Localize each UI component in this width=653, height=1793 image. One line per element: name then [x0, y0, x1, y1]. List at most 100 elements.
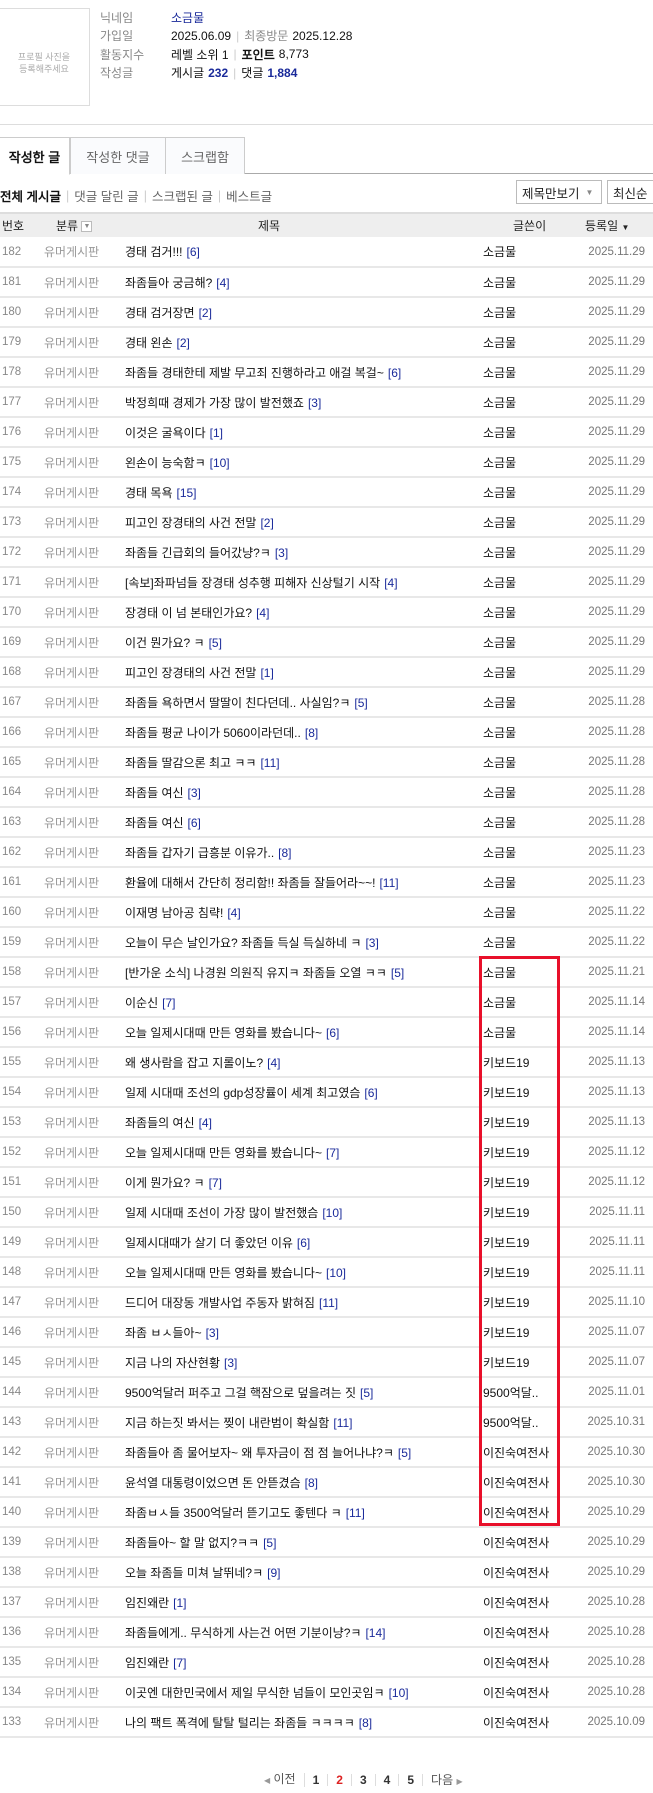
comment-count-link[interactable]: [1]: [173, 1595, 187, 1610]
comment-count-link[interactable]: [10]: [209, 455, 230, 470]
sort-select[interactable]: 최신순: [607, 180, 653, 204]
post-title-link[interactable]: 좌좀ㅂㅅ들 3500억달러 뜯기고도 좋텐다 ㅋ: [125, 1505, 342, 1520]
post-writer[interactable]: 소금물: [483, 395, 517, 410]
comment-count-link[interactable]: [5]: [354, 695, 368, 710]
post-writer[interactable]: 이진숙여전사: [483, 1655, 550, 1670]
comment-count-link[interactable]: [5]: [390, 965, 405, 980]
comment-count-link[interactable]: [4]: [384, 575, 398, 590]
post-category[interactable]: 유머게시판: [44, 1685, 100, 1700]
post-title-link[interactable]: 일제시대때가 살기 더 좋았던 이유: [125, 1235, 293, 1250]
post-category[interactable]: 유머게시판: [44, 485, 100, 500]
filter-scrapped[interactable]: 스크랩된 글: [151, 190, 213, 204]
post-title-link[interactable]: 이순신: [125, 995, 159, 1010]
post-writer[interactable]: 이진숙여전사: [483, 1685, 550, 1700]
tab-scraps[interactable]: 스크랩함: [166, 137, 245, 174]
comment-count-link[interactable]: [2]: [260, 515, 274, 530]
filter-commented[interactable]: 댓글 달린 글: [74, 190, 139, 204]
post-writer[interactable]: 9500억달..: [483, 1415, 539, 1430]
post-category[interactable]: 유머게시판: [44, 725, 100, 740]
post-category[interactable]: 유머게시판: [44, 1535, 100, 1550]
comment-count-link[interactable]: [5]: [397, 1445, 412, 1460]
post-title-link[interactable]: 좌좀들아 궁금해?: [125, 275, 213, 290]
comment-count-link[interactable]: [10]: [322, 1205, 343, 1220]
post-category[interactable]: 유머게시판: [44, 1025, 100, 1040]
post-writer[interactable]: 소금물: [483, 515, 517, 530]
post-title-link[interactable]: 오늘 일제시대때 만든 영화를 봤습니다~: [125, 1025, 322, 1040]
post-title-link[interactable]: 경태 목욕: [125, 485, 173, 500]
post-title-link[interactable]: 이건 뭔가요? ㅋ: [125, 635, 205, 650]
post-title-link[interactable]: 좌좀들 욕하면서 딸딸이 친다던데.. 사실임?ㅋ: [125, 695, 351, 710]
post-writer[interactable]: 소금물: [483, 755, 517, 770]
post-category[interactable]: 유머게시판: [44, 1415, 100, 1430]
post-writer[interactable]: 이진숙여전사: [483, 1445, 550, 1460]
comment-count-link[interactable]: [15]: [176, 485, 197, 500]
post-category[interactable]: 유머게시판: [44, 1145, 100, 1160]
post-title-link[interactable]: 오늘 좌좀들 미쳐 날뛰네?ㅋ: [125, 1565, 264, 1580]
post-writer[interactable]: 소금물: [483, 695, 517, 710]
post-title-link[interactable]: 일제 시대때 조선이 가장 많이 발전했슴: [125, 1205, 319, 1220]
post-category[interactable]: 유머게시판: [44, 785, 100, 800]
post-title-link[interactable]: 좌좀들 평균 나이가 5060이라던데..: [125, 725, 301, 740]
comment-count-link[interactable]: [3]: [274, 545, 289, 560]
post-writer[interactable]: 키보드19: [483, 1235, 530, 1250]
post-writer[interactable]: 소금물: [483, 965, 517, 980]
post-category[interactable]: 유머게시판: [44, 1715, 100, 1730]
post-title-link[interactable]: 장경태 이 넘 본태인가요?: [125, 605, 253, 620]
post-title-link[interactable]: 피고인 장경태의 사건 전말: [125, 665, 257, 680]
post-category[interactable]: 유머게시판: [44, 395, 100, 410]
comment-count-link[interactable]: [4]: [256, 605, 270, 620]
post-writer[interactable]: 소금물: [483, 635, 517, 650]
post-category[interactable]: 유머게시판: [44, 365, 100, 380]
post-title-link[interactable]: 나의 팩트 폭격에 탈탈 털리는 좌좀들 ㅋㅋㅋㅋ: [125, 1715, 355, 1730]
post-title-link[interactable]: 경태 검거!!!: [125, 245, 183, 259]
post-title-link[interactable]: 박정희때 경제가 가장 많이 발전했죠: [125, 395, 304, 410]
post-category[interactable]: 유머게시판: [44, 1625, 100, 1640]
page-1-link[interactable]: 1: [305, 1773, 329, 1786]
comment-count-link[interactable]: [6]: [186, 245, 200, 259]
post-writer[interactable]: 소금물: [483, 935, 517, 950]
post-writer[interactable]: 소금물: [483, 485, 517, 500]
post-writer[interactable]: 키보드19: [483, 1265, 530, 1280]
comment-count-link[interactable]: [3]: [307, 395, 322, 410]
post-category[interactable]: 유머게시판: [44, 935, 100, 950]
post-category[interactable]: 유머게시판: [44, 995, 100, 1010]
post-title-link[interactable]: 왜 생사람을 잡고 지롤이노?: [125, 1055, 264, 1070]
filter-best[interactable]: 베스트글: [226, 190, 273, 204]
post-category[interactable]: 유머게시판: [44, 605, 100, 620]
post-writer[interactable]: 키보드19: [483, 1355, 530, 1370]
comment-count-link[interactable]: [8]: [278, 845, 292, 860]
post-category[interactable]: 유머게시판: [44, 425, 100, 440]
post-title-link[interactable]: 좌좀들 여신: [125, 785, 184, 800]
comment-count-link[interactable]: [11]: [318, 1295, 339, 1310]
comment-count-link[interactable]: [11]: [379, 875, 399, 890]
post-writer[interactable]: 키보드19: [483, 1295, 530, 1310]
post-category[interactable]: 유머게시판: [44, 1475, 100, 1490]
comment-count-link[interactable]: [4]: [227, 905, 241, 920]
post-title-link[interactable]: 지금 나의 자산현황: [125, 1355, 220, 1370]
comment-count-link[interactable]: [8]: [304, 725, 319, 740]
view-mode-select[interactable]: 제목만보기 ▼: [516, 180, 602, 204]
comment-count-link[interactable]: [3]: [365, 935, 379, 950]
post-title-link[interactable]: 좌좀들의 여신: [125, 1115, 195, 1130]
post-title-link[interactable]: 왼손이 능숙함ㅋ: [125, 455, 206, 470]
post-category[interactable]: 유머게시판: [44, 1385, 100, 1400]
post-writer[interactable]: 소금물: [483, 605, 517, 620]
post-category[interactable]: 유머게시판: [44, 1565, 100, 1580]
post-title-link[interactable]: 좌좀들 긴급회의 들어갔냥?ㅋ: [125, 545, 271, 560]
post-writer[interactable]: 이진숙여전사: [483, 1625, 550, 1640]
post-title-link[interactable]: 경태 왼손: [125, 335, 173, 350]
comment-count-link[interactable]: [10]: [388, 1685, 409, 1700]
post-category[interactable]: 유머게시판: [44, 635, 100, 650]
post-title-link[interactable]: [속보]좌파넘들 장경태 성추행 피해자 신상털기 시작: [125, 575, 381, 590]
comment-count-link[interactable]: [6]: [326, 1025, 340, 1040]
post-title-link[interactable]: 피고인 장경태의 사건 전말: [125, 515, 257, 530]
comment-count-link[interactable]: [5]: [263, 1535, 277, 1550]
post-writer[interactable]: 키보드19: [483, 1175, 530, 1190]
comment-count-link[interactable]: [5]: [360, 1385, 374, 1400]
post-writer[interactable]: 이진숙여전사: [483, 1505, 550, 1520]
comment-count-link[interactable]: [1]: [260, 665, 274, 680]
comment-count-link[interactable]: [6]: [296, 1235, 311, 1250]
post-writer[interactable]: 키보드19: [483, 1115, 530, 1130]
post-writer[interactable]: 이진숙여전사: [483, 1565, 550, 1580]
post-title-link[interactable]: 오늘 일제시대때 만든 영화를 봤습니다~: [125, 1265, 322, 1280]
